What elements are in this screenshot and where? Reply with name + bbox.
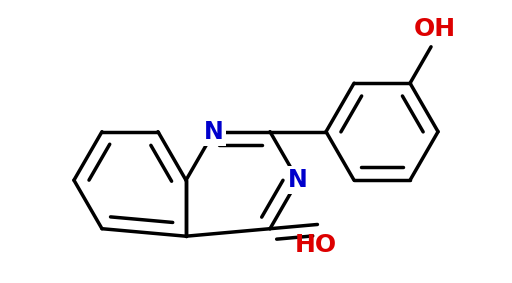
Text: N: N [204, 120, 224, 144]
Text: OH: OH [414, 17, 456, 41]
Text: HO: HO [294, 233, 336, 258]
Text: N: N [288, 168, 308, 192]
